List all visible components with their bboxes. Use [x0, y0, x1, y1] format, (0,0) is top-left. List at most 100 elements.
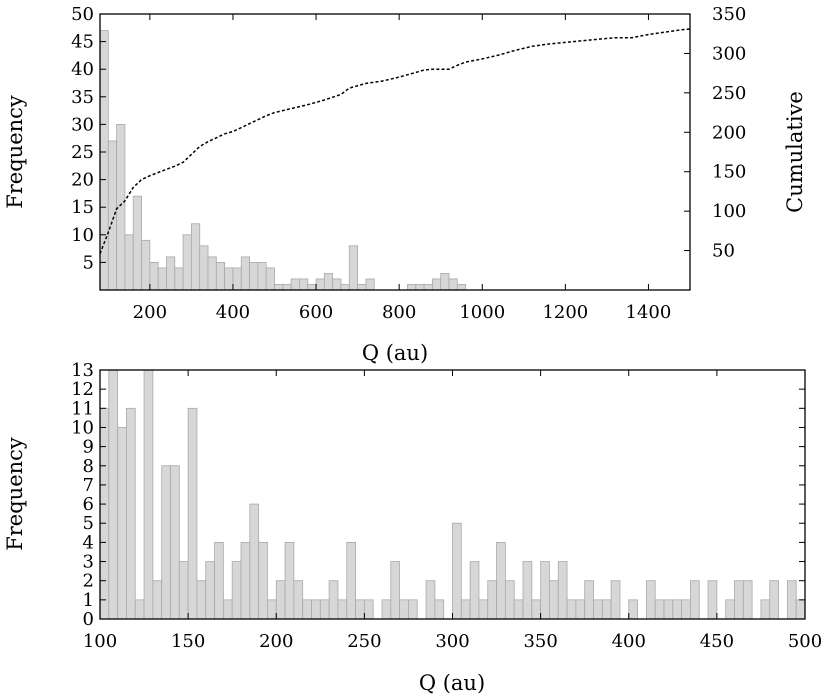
histogram-bar [134, 599, 145, 620]
histogram-bar [690, 580, 700, 620]
histogram-bar [174, 267, 184, 291]
histogram-bar [725, 599, 735, 620]
x-tick-label: 1200 [542, 302, 588, 323]
histogram-bar [323, 273, 334, 291]
histogram-bar [355, 599, 365, 620]
bottom-histogram-panel: 100 150 200 250 300 350 400 450 500 012345678910… [3, 360, 822, 695]
histogram-bar [267, 599, 277, 620]
bottom-x-ticks: 100 150 200 250 300 350 400 450 500 [83, 370, 822, 652]
histogram-bar [452, 522, 462, 620]
histogram-bar [531, 599, 542, 620]
y-tick-label: 13 [71, 360, 94, 381]
histogram-bar [249, 503, 260, 620]
histogram-bar [504, 580, 515, 620]
x-tick-label: 300 [435, 631, 469, 652]
y-tick-label: 25 [71, 142, 94, 163]
histogram-bar [258, 541, 268, 620]
histogram-bar [191, 223, 201, 291]
histogram-bar [363, 599, 374, 620]
histogram-bar [274, 284, 284, 291]
histogram-bar [584, 580, 594, 620]
histogram-bar [769, 580, 779, 620]
histogram-bar [654, 599, 665, 620]
histogram-bar [487, 580, 497, 620]
x-tick-label: 1400 [626, 302, 672, 323]
bottom-y-axis-label: Frequency [3, 437, 27, 551]
top-y-axis-label: Frequency [3, 95, 27, 209]
histogram-bar [249, 261, 259, 291]
x-tick-label: 450 [700, 631, 734, 652]
histogram-bar [348, 245, 359, 291]
y-tick-label: 5 [83, 252, 94, 273]
histogram-bar [460, 599, 471, 620]
histogram-bar [116, 124, 126, 291]
y-tick-label: 35 [71, 87, 94, 108]
histogram-bar [299, 278, 309, 291]
top-histogram-panel: 200 400 600 800 1000 1200 1400 5 10 15 20 25 30 35 40… [3, 4, 807, 365]
histogram-bar [265, 267, 275, 291]
x-tick-label: 100 [83, 631, 117, 652]
x-tick-label: 500 [788, 631, 822, 652]
x-tick-label: 200 [259, 631, 293, 652]
histogram-bar [645, 580, 656, 620]
histogram-bar [513, 599, 524, 620]
histogram-bar [282, 284, 292, 291]
histogram-bar [290, 278, 300, 291]
histogram-bar [240, 541, 251, 620]
y-tick-label: 10 [71, 417, 94, 438]
y2-tick-label: 50 [712, 241, 735, 262]
histogram-bar [456, 284, 467, 291]
histogram-bar [257, 261, 267, 291]
y-tick-label: 12 [71, 379, 94, 400]
histogram-bar [293, 580, 304, 620]
y2-tick-label: 200 [712, 122, 746, 143]
x-tick-label: 350 [523, 631, 557, 652]
top-y2-ticks: 50 100 150 200 250 300 350 [684, 4, 746, 262]
histogram-bar [240, 256, 250, 291]
histogram-bar [425, 580, 436, 620]
histogram-bar [224, 267, 234, 291]
y-tick-label: 40 [71, 59, 94, 80]
histogram-bar [760, 599, 771, 620]
top-x-axis-label: Q (au) [362, 341, 428, 365]
x-tick-label: 800 [382, 302, 416, 323]
histogram-bar [187, 407, 198, 620]
y-tick-label: 30 [71, 114, 94, 135]
histogram-bar [423, 284, 433, 291]
histogram-bar [207, 256, 217, 291]
y-tick-label: 45 [71, 32, 94, 53]
histogram-bar [126, 407, 136, 620]
y-tick-label: 6 [83, 494, 94, 515]
histogram-bar [407, 284, 417, 291]
y2-tick-label: 300 [712, 43, 746, 64]
histogram-bar [742, 580, 753, 620]
histogram-bar [166, 256, 176, 291]
histogram-bar [469, 561, 480, 620]
x-tick-label: 600 [299, 302, 333, 323]
histogram-bar [232, 267, 242, 291]
histogram-bar [390, 561, 401, 620]
histogram-bar [196, 580, 207, 620]
y-tick-label: 8 [83, 456, 94, 477]
histogram-bar [161, 465, 171, 620]
x-tick-label: 150 [171, 631, 205, 652]
histogram-bar [315, 278, 325, 291]
y-tick-label: 3 [83, 552, 94, 573]
y-tick-label: 4 [83, 532, 94, 553]
histogram-bar [672, 599, 683, 620]
histogram-bar [365, 278, 375, 291]
histogram-bar [182, 234, 192, 291]
histogram-bar [199, 245, 209, 291]
histogram-bar [275, 580, 286, 620]
histogram-bar [663, 599, 674, 620]
cumulative-line [99, 28, 691, 254]
histogram-bar [357, 284, 367, 291]
histogram-bar [152, 580, 163, 620]
histogram-bar [549, 580, 559, 620]
histogram-bar [328, 580, 339, 620]
histogram-bar [170, 465, 180, 620]
histogram-bar [284, 541, 295, 620]
histogram-bar [149, 261, 159, 291]
y2-tick-label: 350 [712, 4, 746, 25]
